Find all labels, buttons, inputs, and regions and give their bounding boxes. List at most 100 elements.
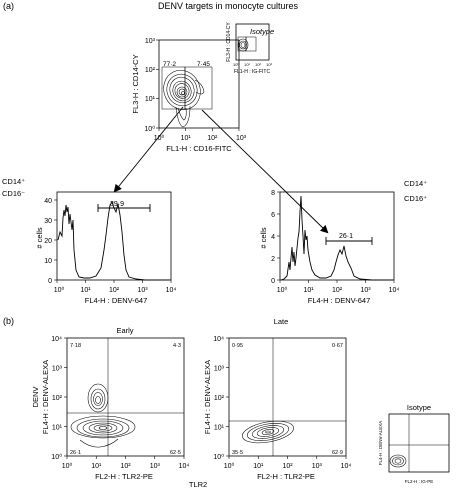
isotype-y-label: FL3-H : CD14-CY (226, 22, 232, 62)
late-x-label: FL2-H : TLR2-PE (257, 472, 315, 481)
hl-x-tick-1: 10¹ (80, 287, 91, 294)
isotype-inset-plot: Isotype FL3-H : CD14-CY FL1-H : IG-FITC … (226, 22, 274, 75)
late-title: Late (274, 317, 289, 326)
hr-y-tick-0: 0 (271, 278, 275, 285)
early-tlr2-denv-plot: Early 7·18 4·3 26·1 62·5 10⁰ 10¹ 10² 10³… (31, 326, 189, 481)
late-y-tick-2: 10² (214, 395, 225, 402)
main-x-tick-0: 10⁰ (154, 134, 165, 142)
early-y-outer-label: DENV (31, 387, 40, 408)
gate-right-value: 7·45 (197, 61, 210, 68)
main-x-tick-1: 10¹ (181, 135, 192, 142)
main-x-tick-2: 10² (207, 135, 218, 142)
late-q-ll: 35·5 (232, 450, 243, 456)
late-y-tick-0: 10⁰ (213, 453, 224, 461)
late-y-tick-3: 10³ (214, 366, 225, 373)
hr-y-tick-1: 2 (271, 256, 275, 263)
cd14-cd16-plot: 10⁰ 10¹ 10² 10³ 10⁰ 10¹ 10² 10³ FL1-H : … (131, 38, 247, 153)
late-x-tick-2: 10² (282, 463, 293, 470)
iso-b-y-label: FL4-H : DENV-ALEXA (378, 421, 383, 466)
histogram-cd16-pos: CD14⁺ CD16⁺ 0 2 4 6 8 10⁰ 10¹ 10² 10³ 10… (259, 179, 427, 305)
hr-y-tick-4: 8 (271, 190, 275, 197)
hr-x-tick-4: 10⁴ (389, 287, 400, 294)
hl-x-tick-3: 10³ (137, 287, 148, 294)
gate-cd14-cd16-pos (184, 66, 213, 110)
early-x-tick-3: 10³ (150, 463, 161, 470)
late-x-tick-3: 10³ (312, 463, 323, 470)
hist-left-pop-2: CD16⁻ (2, 189, 25, 198)
early-y-tick-3: 10³ (52, 366, 63, 373)
hl-y-tick-4: 40 (44, 198, 52, 205)
early-q-lr: 62·5 (170, 450, 181, 456)
hl-y-label: # cells (35, 227, 44, 249)
early-y-tick-1: 10¹ (52, 425, 63, 432)
late-q-lr: 62·9 (332, 450, 343, 456)
early-y-tick-2: 10² (52, 395, 63, 402)
hr-x-tick-1: 10¹ (303, 287, 314, 294)
hist-right-pop-2: CD16⁺ (404, 194, 427, 203)
isotype-x-tick-2: 10² (255, 62, 261, 67)
early-x-tick-0: 10⁰ (62, 462, 73, 470)
early-q-ur: 4·3 (173, 343, 181, 349)
hl-gate-value: 39·9 (110, 201, 124, 208)
hr-x-tick-0: 10⁰ (277, 286, 288, 294)
hl-x-tick-0: 10⁰ (54, 286, 65, 294)
main-x-tick-3: 10³ (236, 135, 247, 142)
early-x-tick-1: 10¹ (91, 463, 102, 470)
iso-b-x-label: FL2-H : IG-PE (405, 479, 434, 484)
hist-right-pop-1: CD14⁺ (404, 179, 427, 188)
early-x-tick-4: 10⁴ (179, 463, 190, 470)
hr-gate-value: 26·1 (339, 233, 353, 240)
main-x-label: FL1-H : CD16-FITC (166, 144, 232, 153)
early-q-ul: 7·18 (70, 343, 81, 349)
late-contours (242, 420, 294, 444)
hl-y-tick-1: 10 (44, 258, 52, 265)
hl-trace (57, 200, 170, 281)
early-x-tick-2: 10² (120, 463, 131, 470)
early-contours (70, 383, 136, 448)
histogram-cd16-neg: CD14⁺ CD16⁻ 0 10 20 30 40 10⁰ 10¹ 10² 10… (2, 177, 176, 305)
early-title: Early (116, 326, 133, 335)
main-y-label: FL3-H : CD14-CY (131, 54, 140, 113)
main-y-tick-1: 10¹ (145, 96, 156, 103)
arrow-to-cd16-neg (113, 106, 184, 193)
isotype-x-tick-1: 10¹ (244, 62, 250, 67)
main-y-tick-0: 10⁰ (144, 125, 155, 133)
hr-x-tick-2: 10² (332, 287, 343, 294)
isotype-x-tick-0: 10⁰ (233, 62, 239, 67)
late-y-label: FL4-H : DENV-ALEXA (203, 360, 212, 434)
hr-x-label: FL4-H : DENV-647 (308, 296, 371, 305)
hr-x-tick-3: 10³ (360, 287, 371, 294)
late-q-ur: 0·67 (332, 343, 343, 349)
late-x-tick-0: 10⁰ (224, 462, 235, 470)
early-y-label: FL4-H : DENV-ALEXA (41, 360, 50, 434)
hr-y-tick-2: 4 (271, 234, 275, 241)
hl-x-tick-4: 10⁴ (166, 287, 177, 294)
main-y-tick-3: 10³ (145, 38, 156, 45)
late-q-ul: 0·95 (232, 343, 243, 349)
late-y-tick-1: 10¹ (214, 425, 225, 432)
hl-x-label: FL4-H : DENV-647 (85, 296, 148, 305)
hl-y-tick-2: 20 (44, 238, 52, 245)
tlr2-shared-label: TLR2 (189, 480, 207, 489)
hl-x-tick-2: 10² (109, 287, 120, 294)
hist-left-pop-1: CD14⁺ (2, 177, 25, 186)
early-y-tick-4: 10⁴ (51, 336, 62, 343)
early-q-ll: 26·1 (70, 450, 81, 456)
hl-y-tick-3: 30 (44, 218, 52, 225)
main-y-tick-2: 10² (145, 67, 156, 74)
hr-y-label: # cells (259, 227, 268, 249)
hl-y-tick-0: 0 (48, 278, 52, 285)
isotype-title: Isotype (250, 27, 274, 36)
main-contours (163, 70, 205, 128)
late-tlr2-denv-plot: Late 0·95 0·67 35·5 62·9 10⁰ 10¹ 10² 10³… (203, 317, 351, 481)
isotype-x-tick-3: 10³ (266, 62, 272, 67)
late-y-tick-4: 10⁴ (213, 336, 224, 343)
isotype-x-label: FL1-H : IG-FITC (234, 69, 271, 75)
isotype-tlr2-plot: Isotype FL4-H : DENV-ALEXA FL2-H : IG-PE (378, 403, 450, 484)
panel-a-label: (a) (3, 1, 14, 11)
arrow-to-cd16-pos (201, 109, 329, 234)
hr-trace (280, 195, 393, 281)
early-y-tick-0: 10⁰ (51, 453, 62, 461)
hr-y-tick-3: 6 (271, 212, 275, 219)
